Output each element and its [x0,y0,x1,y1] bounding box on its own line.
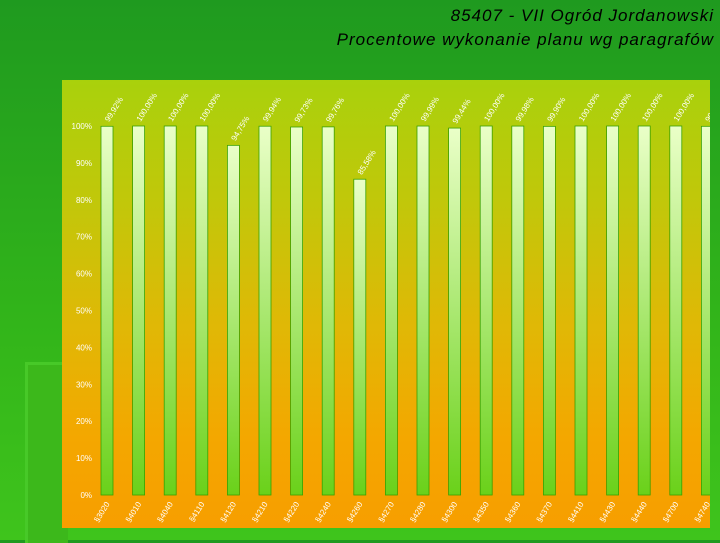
bar [132,125,145,496]
data-label: 99,92% [103,96,125,124]
data-label: 100,00% [640,91,664,123]
y-tick-label: 80% [76,196,92,205]
data-label: 100,00% [387,91,411,123]
data-label: 99,76% [324,96,346,124]
data-label: 100,00% [482,91,506,123]
bar [542,125,556,496]
x-tick-label: §4210 [250,500,270,524]
bar [574,125,588,496]
bar [353,178,367,496]
x-tick-label: §4040 [155,500,175,524]
x-tick-label: §4280 [408,500,428,524]
x-tick-label: §4010 [124,500,144,524]
x-tick-label: §4270 [377,500,397,524]
bar [226,144,240,496]
data-label: 99,98% [514,95,536,123]
title-line-1: 85407 - VII Ogród Jordanowski [450,6,714,25]
x-tick-label: §4110 [187,500,206,524]
bars [100,125,710,496]
bar [100,125,114,496]
x-tick-label: §4410 [566,500,586,524]
x-tick-label: §4360 [503,500,523,524]
x-axis-labels: §3020 §4010 §4040 §4110 §4120 §4210 §4220 §4240… [92,500,710,524]
title-line-2: Procentowe wykonanie planu wg paragrafów [336,30,714,49]
x-tick-label: §4220 [282,500,302,524]
bar [479,125,493,496]
bar [258,125,272,496]
bar [637,125,651,496]
y-tick-label: 60% [76,270,92,279]
x-tick-label: §4740 [693,500,710,524]
data-label: 99,91% [703,96,710,124]
decorative-block [25,362,68,543]
data-label: 100,00% [198,91,222,123]
x-tick-label: §4300 [440,500,460,524]
bar [290,126,304,496]
bar [321,126,335,496]
data-label: 99,94% [261,95,283,123]
bar [416,125,430,496]
x-tick-label: §3020 [92,500,112,524]
y-tick-label: 0% [80,491,92,500]
bar [448,127,462,496]
x-tick-label: §4700 [661,500,681,524]
bar [511,125,525,496]
x-tick-label: §4240 [313,500,333,524]
chart-title: 85407 - VII Ogród Jordanowski Procentowe… [337,4,714,52]
y-tick-label: 40% [76,343,92,352]
y-tick-label: 10% [76,454,92,463]
x-tick-label: §4430 [598,500,618,524]
bar [163,125,177,496]
data-label: 100,00% [577,91,601,123]
bar [384,125,398,496]
bar [606,125,619,496]
plot-area: 0% 10% 20% 30% 40% 50% 60% 70% 80% 90% 100% 99,92%… [62,80,710,528]
data-label: 99,73% [293,96,315,124]
y-tick-label: 70% [76,233,92,242]
data-label: 100,00% [135,91,159,123]
x-tick-label: §4120 [219,500,239,524]
data-label: 99,44% [451,97,473,125]
bar [701,125,710,496]
bar [669,125,683,496]
data-label: 100,00% [166,91,190,123]
bar-chart: 0% 10% 20% 30% 40% 50% 60% 70% 80% 90% 100% 99,92%… [72,91,710,524]
y-axis: 0% 10% 20% 30% 40% 50% 60% 70% 80% 90% 100% [72,122,92,500]
data-label: 85,58% [356,148,378,176]
y-tick-label: 20% [76,417,92,426]
data-label: 100,00% [609,91,633,123]
data-label: 100,00% [672,91,696,123]
y-tick-label: 30% [76,380,92,389]
bar [195,125,209,496]
x-tick-label: §4370 [535,500,555,524]
y-tick-label: 100% [72,122,92,131]
x-tick-label: §4440 [629,500,649,524]
data-label: 94,75% [229,115,251,143]
y-tick-label: 50% [76,307,92,316]
data-label: 99,90% [545,96,567,124]
x-tick-label: §4260 [345,500,365,524]
data-label: 99,99% [419,95,441,123]
x-tick-label: §4350 [471,500,491,524]
y-tick-label: 90% [76,159,92,168]
